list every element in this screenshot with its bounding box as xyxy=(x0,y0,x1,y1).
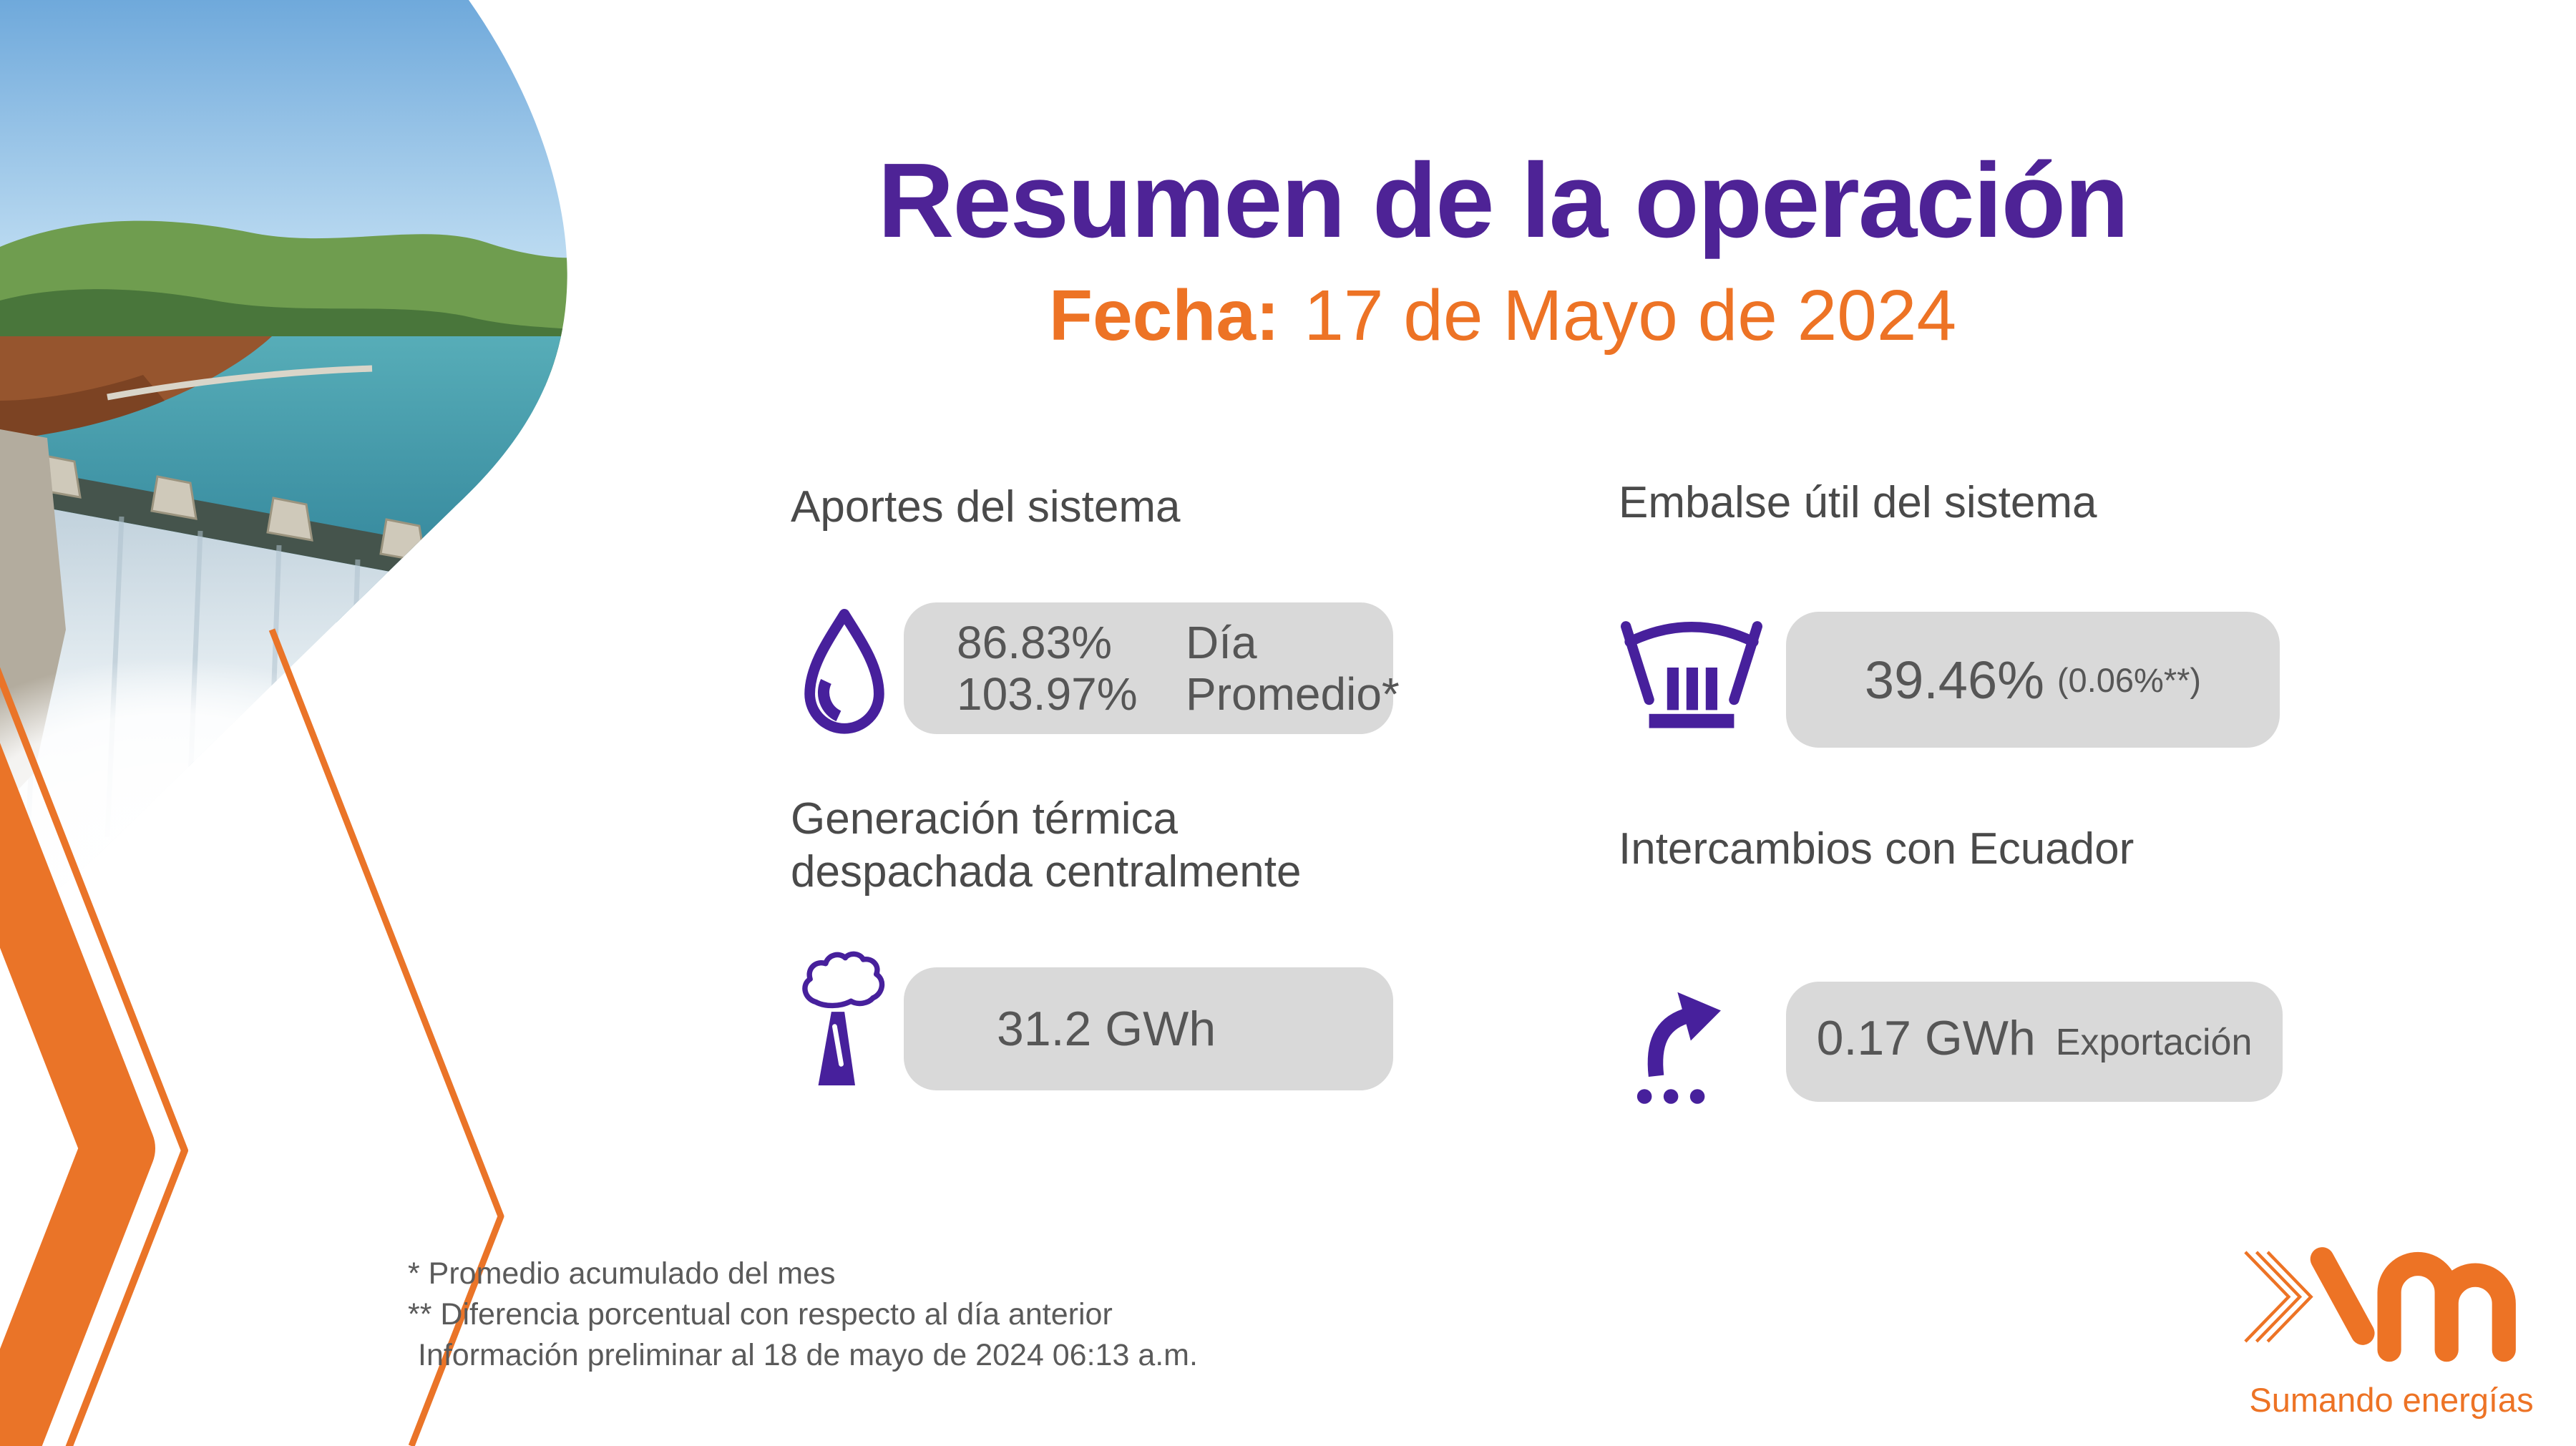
xm-logo: Sumando energías xyxy=(2241,1244,2542,1420)
dam-photo xyxy=(0,0,567,924)
aportes-heading: Aportes del sistema xyxy=(791,482,1181,532)
aportes-row-promedio: 103.97% Promedio* xyxy=(957,668,1400,720)
aportes-dia-label: Día xyxy=(1186,617,1257,668)
intercambios-note: Exportación xyxy=(2055,1022,2253,1063)
intercambios-value: 0.17 GWh xyxy=(1816,1011,2036,1065)
date-value: 17 de Mayo de 2024 xyxy=(1304,275,1957,356)
chevron-decoration xyxy=(0,628,504,1446)
aportes-promedio-value: 103.97% xyxy=(957,668,1138,720)
page-title: Resumen de la operación xyxy=(877,142,2129,260)
embalse-note: (0.06%**) xyxy=(2057,660,2202,699)
xm-tagline: Sumando energías xyxy=(2249,1381,2534,1419)
xm-logo-mark xyxy=(2244,1247,2516,1362)
footnote-diferencia: ** Diferencia porcentual con respecto al… xyxy=(408,1297,1113,1332)
embalse-value-box: 39.46% (0.06%**) xyxy=(1786,612,2280,748)
water-drop-icon xyxy=(804,609,884,734)
intercambios-value-box: 0.17 GWh Exportación xyxy=(1786,982,2283,1102)
termica-value: 31.2 GWh xyxy=(997,1002,1216,1056)
thermal-plant-icon xyxy=(802,951,885,1085)
export-arrow-icon xyxy=(1636,992,1721,1104)
termica-heading-line1: Generación térmica xyxy=(791,794,1179,844)
aportes-promedio-label: Promedio* xyxy=(1186,668,1400,720)
date-label: Fecha: xyxy=(1048,275,1280,356)
footnote-preliminar: Información preliminar al 18 de mayo de … xyxy=(418,1338,1198,1372)
termica-value-box: 31.2 GWh xyxy=(904,967,1393,1090)
aportes-value-box: 86.83% Día 103.97% Promedio* xyxy=(904,602,1400,734)
termica-heading-line2: despachada centralmente xyxy=(791,847,1302,897)
embalse-value: 39.46% xyxy=(1864,650,2044,710)
footnote-promedio: * Promedio acumulado del mes xyxy=(408,1256,836,1291)
intercambios-heading: Intercambios con Ecuador xyxy=(1619,824,2135,874)
footnotes: * Promedio acumulado del mes ** Diferenc… xyxy=(408,1254,1198,1376)
date-line: Fecha: 17 de Mayo de 2024 xyxy=(751,275,2254,357)
aportes-row-dia: 86.83% Día xyxy=(957,617,1393,668)
embalse-heading: Embalse útil del sistema xyxy=(1619,478,2097,527)
reservoir-dam-icon xyxy=(1621,621,1762,728)
aportes-dia-value: 86.83% xyxy=(957,617,1113,668)
termica-heading: Generación térmica despachada centralmen… xyxy=(791,793,1301,899)
